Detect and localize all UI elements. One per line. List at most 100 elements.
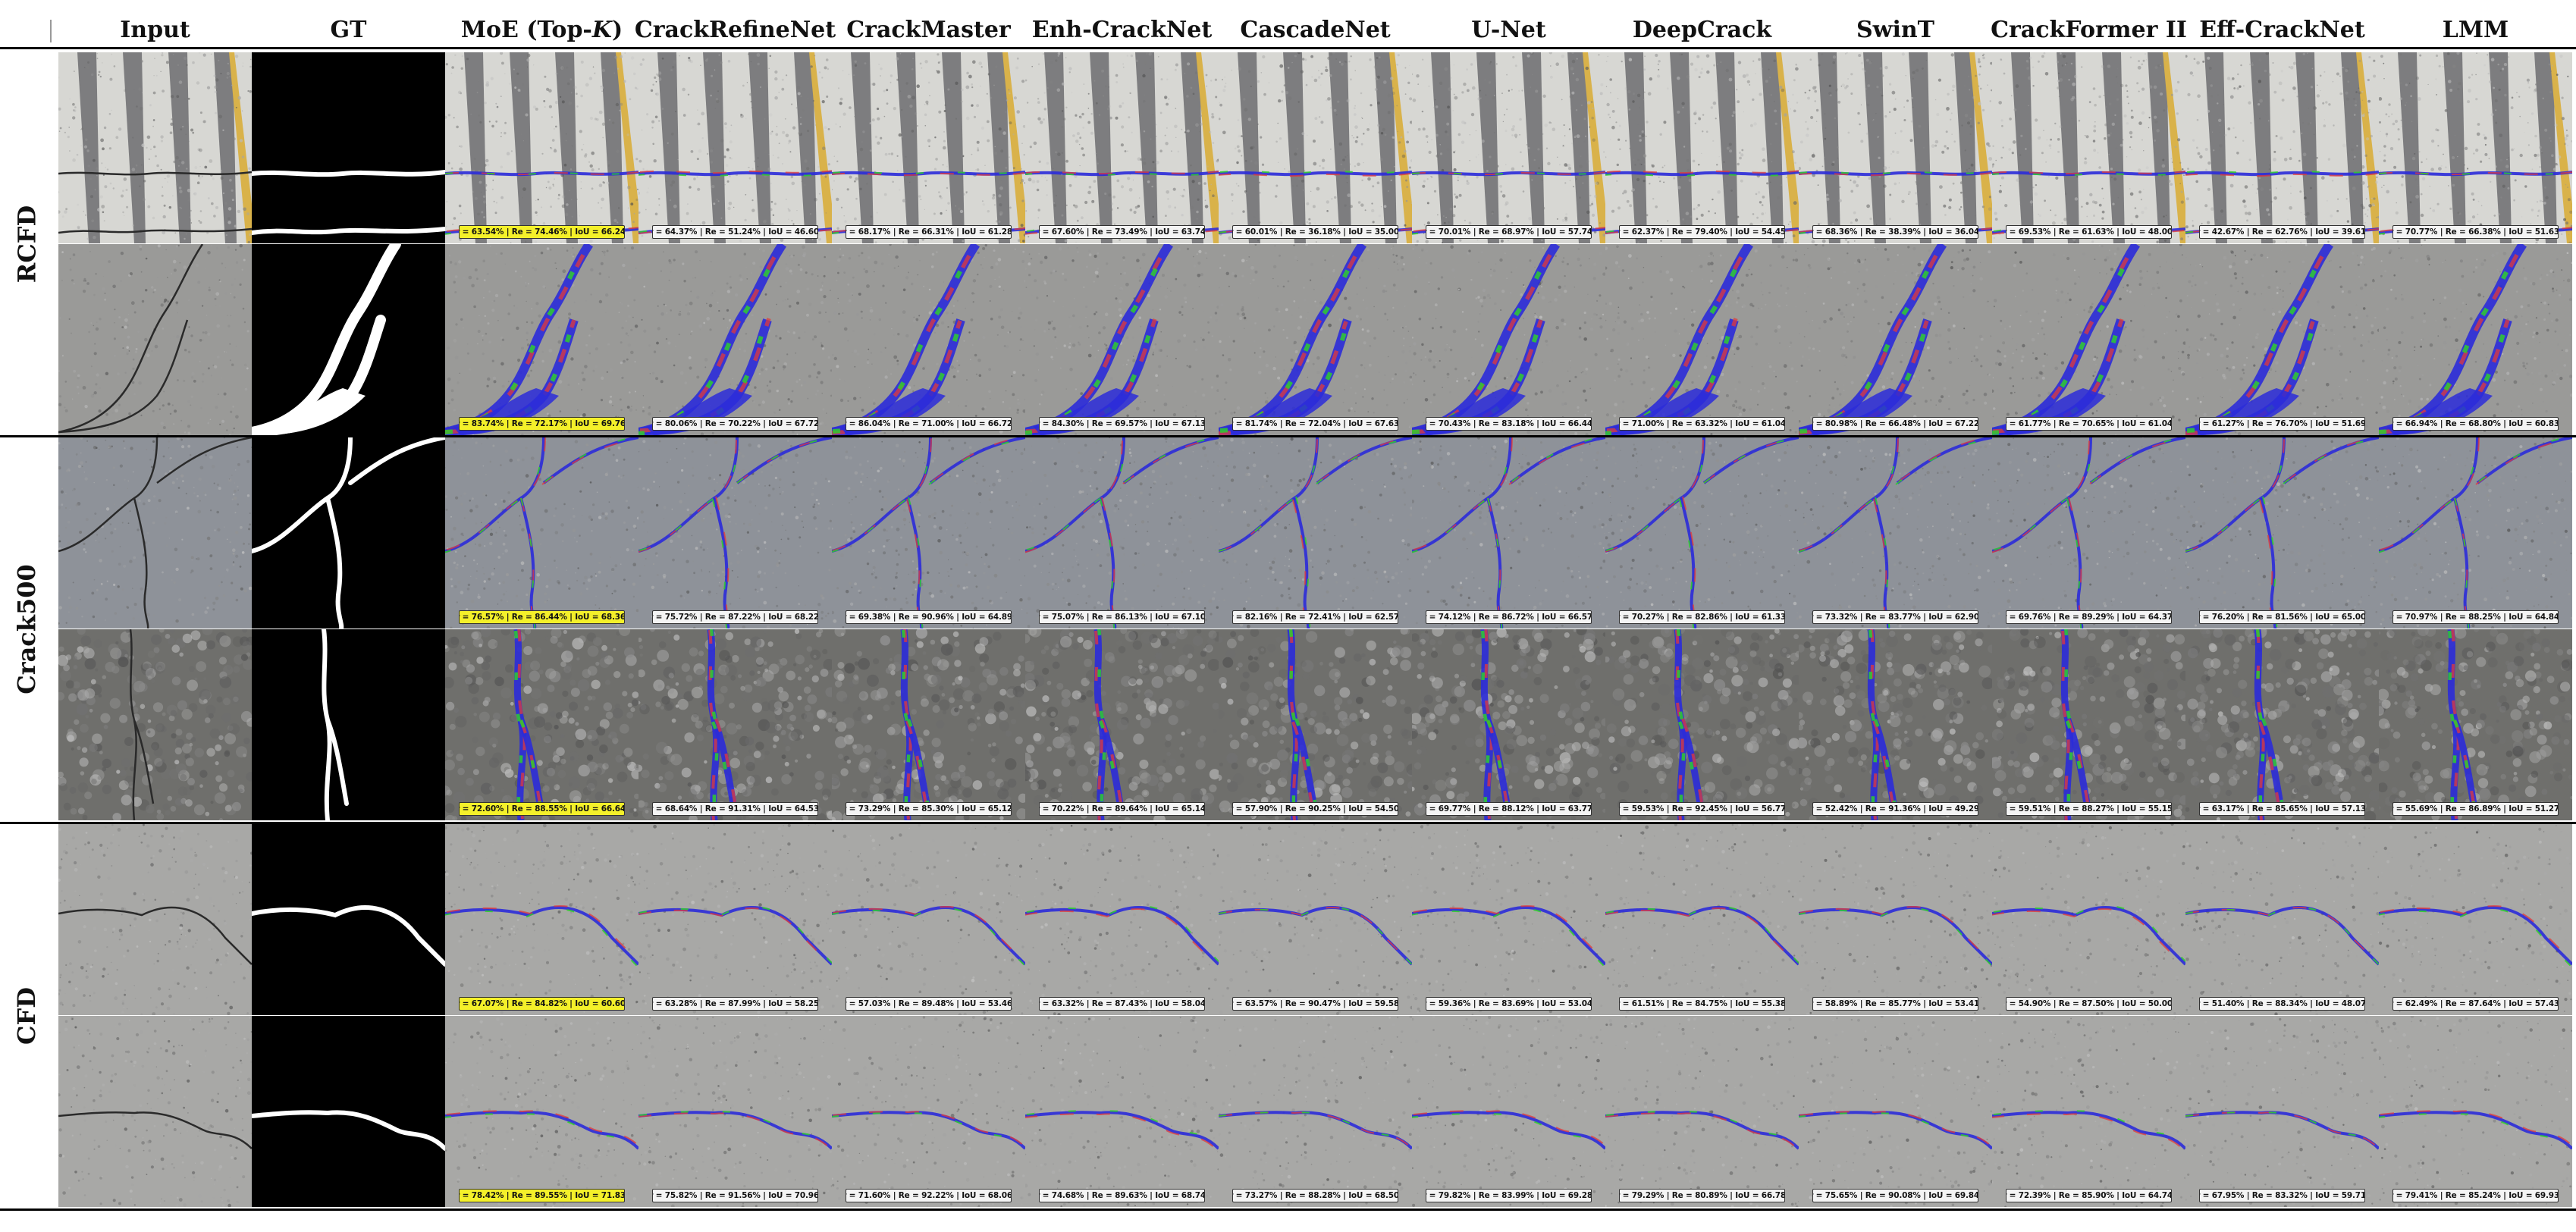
metric-label: Pr = 70.43% | Re = 83.18% | IoU = 66.44%: [1425, 417, 1592, 431]
prediction-overlay: Pr = 66.94% | Re = 68.80% | IoU = 60.83%: [2379, 244, 2572, 435]
prediction-overlay: Pr = 57.90% | Re = 90.25% | IoU = 54.50%: [1219, 629, 1412, 820]
prediction-overlay: Pr = 61.51% | Re = 84.75% | IoU = 55.38%: [1605, 824, 1799, 1015]
prediction-overlay: Pr = 75.07% | Re = 86.13% | IoU = 67.10%: [1025, 437, 1219, 629]
prediction-overlay: Pr = 60.01% | Re = 36.18% | IoU = 35.00%: [1219, 52, 1412, 243]
column-header: LMM: [2442, 16, 2509, 43]
prediction-overlay: Pr = 64.37% | Re = 51.24% | IoU = 46.60%: [639, 52, 832, 243]
metric-label: Pr = 68.17% | Re = 66.31% | IoU = 61.28%: [845, 225, 1012, 239]
metric-label: Pr = 70.97% | Re = 88.25% | IoU = 64.84%: [2392, 610, 2559, 624]
column-header: CascadeNet: [1240, 16, 1391, 43]
metric-label: Pr = 72.60% | Re = 88.55% | IoU = 66.64%: [458, 802, 626, 816]
metric-label: Pr = 64.37% | Re = 51.24% | IoU = 46.60%: [651, 225, 819, 239]
metric-label: Pr = 86.04% | Re = 71.00% | IoU = 66.72%: [845, 417, 1012, 431]
metric-label: Pr = 63.28% | Re = 87.99% | IoU = 58.25%: [651, 997, 819, 1011]
prediction-overlay: Pr = 59.53% | Re = 92.45% | IoU = 56.77%: [1605, 629, 1799, 820]
metric-label: Pr = 72.39% | Re = 85.90% | IoU = 64.74%: [2005, 1189, 2173, 1202]
column-header: CrackRefineNet: [634, 16, 836, 43]
metric-label: Pr = 75.65% | Re = 90.08% | IoU = 69.84%: [1812, 1189, 1979, 1202]
prediction-overlay: Pr = 70.27% | Re = 82.86% | IoU = 61.33%: [1605, 437, 1799, 629]
metric-label: Pr = 74.68% | Re = 89.63% | IoU = 68.74%: [1038, 1189, 1206, 1202]
prediction-overlay: Pr = 73.27% | Re = 88.28% | IoU = 68.50%: [1219, 1016, 1412, 1207]
metric-label: Pr = 60.01% | Re = 36.18% | IoU = 35.00%: [1232, 225, 1399, 239]
header-divider-tick: [50, 20, 52, 42]
prediction-overlay: Pr = 75.82% | Re = 91.56% | IoU = 70.96%: [639, 1016, 832, 1207]
prediction-overlay: Pr = 76.57% | Re = 86.44% | IoU = 68.36%: [445, 437, 639, 629]
prediction-overlay: Pr = 78.42% | Re = 89.55% | IoU = 71.83%: [445, 1016, 639, 1207]
prediction-overlay: Pr = 63.54% | Re = 74.46% | IoU = 66.24%: [445, 52, 639, 243]
prediction-overlay: Pr = 51.40% | Re = 88.34% | IoU = 48.07%: [2185, 824, 2379, 1015]
prediction-overlay: Pr = 79.29% | Re = 80.89% | IoU = 66.78%: [1605, 1016, 1799, 1207]
metric-label: Pr = 63.32% | Re = 87.43% | IoU = 58.04%: [1038, 997, 1206, 1011]
prediction-overlay: Pr = 71.00% | Re = 63.32% | IoU = 61.04%: [1605, 244, 1799, 435]
ground-truth-mask: [252, 1016, 445, 1207]
metric-label: Pr = 75.07% | Re = 86.13% | IoU = 67.10%: [1038, 610, 1206, 624]
metric-label: Pr = 67.60% | Re = 73.49% | IoU = 63.74%: [1038, 225, 1206, 239]
metric-label: Pr = 61.27% | Re = 76.70% | IoU = 51.69%: [2198, 417, 2366, 431]
metric-label: Pr = 52.42% | Re = 91.36% | IoU = 49.29%: [1812, 802, 1979, 816]
metric-label: Pr = 80.98% | Re = 66.48% | IoU = 67.22%: [1812, 417, 1979, 431]
column-header: Input: [120, 16, 190, 43]
prediction-overlay: Pr = 61.77% | Re = 70.65% | IoU = 61.04%: [1992, 244, 2185, 435]
metric-label: Pr = 61.77% | Re = 70.65% | IoU = 61.04%: [2005, 417, 2173, 431]
dataset-label: Crack500: [0, 437, 53, 821]
dataset-label: RCFD: [0, 52, 53, 436]
prediction-overlay: Pr = 69.76% | Re = 89.29% | IoU = 64.37%: [1992, 437, 2185, 629]
column-header: Eff-CrackNet: [2199, 16, 2365, 43]
prediction-overlay: Pr = 42.67% | Re = 62.76% | IoU = 39.61%: [2185, 52, 2379, 243]
metric-label: Pr = 82.16% | Re = 72.41% | IoU = 62.57%: [1232, 610, 1399, 624]
prediction-overlay: Pr = 68.17% | Re = 66.31% | IoU = 61.28%: [832, 52, 1025, 243]
prediction-overlay: Pr = 54.90% | Re = 87.50% | IoU = 50.00%: [1992, 824, 2185, 1015]
dataset-label-text: CFD: [12, 987, 41, 1045]
prediction-overlay: Pr = 73.32% | Re = 83.77% | IoU = 62.90%: [1799, 437, 1992, 629]
prediction-overlay: Pr = 70.43% | Re = 83.18% | IoU = 66.44%: [1412, 244, 1605, 435]
metric-label: Pr = 62.49% | Re = 87.64% | IoU = 57.43%: [2392, 997, 2559, 1011]
ground-truth-mask: [252, 824, 445, 1015]
metric-label: Pr = 51.40% | Re = 88.34% | IoU = 48.07%: [2198, 997, 2366, 1011]
prediction-overlay: Pr = 84.30% | Re = 69.57% | IoU = 67.13%: [1025, 244, 1219, 435]
metric-label: Pr = 59.53% | Re = 92.45% | IoU = 56.77%: [1618, 802, 1786, 816]
metric-label: Pr = 67.07% | Re = 84.82% | IoU = 60.60%: [458, 997, 626, 1011]
prediction-overlay: Pr = 71.60% | Re = 92.22% | IoU = 68.06%: [832, 1016, 1025, 1207]
prediction-overlay: Pr = 69.77% | Re = 88.12% | IoU = 63.77%: [1412, 629, 1605, 820]
prediction-overlay: Pr = 61.27% | Re = 76.70% | IoU = 51.69%: [2185, 244, 2379, 435]
top-rule: [0, 47, 2576, 49]
metric-label: Pr = 75.72% | Re = 87.22% | IoU = 68.22%: [651, 610, 819, 624]
bottom-rule: [0, 1208, 2576, 1211]
prediction-overlay: Pr = 59.51% | Re = 88.27% | IoU = 55.15%: [1992, 629, 2185, 820]
column-header: SwinT: [1856, 16, 1935, 43]
metric-label: Pr = 63.17% | Re = 85.65% | IoU = 57.13%: [2198, 802, 2366, 816]
column-header: MoE (Top- K): [460, 16, 623, 43]
metric-label: Pr = 81.74% | Re = 72.04% | IoU = 67.63%: [1232, 417, 1399, 431]
prediction-overlay: Pr = 79.82% | Re = 83.99% | IoU = 69.28%: [1412, 1016, 1605, 1207]
prediction-overlay: Pr = 63.17% | Re = 85.65% | IoU = 57.13%: [2185, 629, 2379, 820]
prediction-overlay: Pr = 73.29% | Re = 85.30% | IoU = 65.12%: [832, 629, 1025, 820]
metric-label: Pr = 76.20% | Re = 81.56% | IoU = 65.00%: [2198, 610, 2366, 624]
prediction-overlay: Pr = 68.64% | Re = 91.31% | IoU = 64.53%: [639, 629, 832, 820]
prediction-overlay: Pr = 70.77% | Re = 66.38% | IoU = 51.63%: [2379, 52, 2572, 243]
metric-label: Pr = 70.27% | Re = 82.86% | IoU = 61.33%: [1618, 610, 1786, 624]
prediction-overlay: Pr = 80.06% | Re = 70.22% | IoU = 67.72%: [639, 244, 832, 435]
prediction-overlay: Pr = 68.36% | Re = 38.39% | IoU = 36.04%: [1799, 52, 1992, 243]
prediction-overlay: Pr = 62.49% | Re = 87.64% | IoU = 57.43%: [2379, 824, 2572, 1015]
metric-label: Pr = 71.00% | Re = 63.32% | IoU = 61.04%: [1618, 417, 1786, 431]
input-image: [58, 824, 252, 1015]
ground-truth-mask: [252, 437, 445, 629]
dataset-rule-1: [0, 435, 2576, 437]
dataset-label-text: RCFD: [12, 205, 41, 284]
dataset-rule-2: [0, 822, 2576, 824]
metric-label: Pr = 61.51% | Re = 84.75% | IoU = 55.38%: [1618, 997, 1786, 1011]
prediction-overlay: Pr = 69.53% | Re = 61.63% | IoU = 48.00%: [1992, 52, 2185, 243]
prediction-overlay: Pr = 86.04% | Re = 71.00% | IoU = 66.72%: [832, 244, 1025, 435]
metric-label: Pr = 80.06% | Re = 70.22% | IoU = 67.72%: [651, 417, 819, 431]
metric-label: Pr = 57.03% | Re = 89.48% | IoU = 53.46%: [845, 997, 1012, 1011]
metric-label: Pr = 42.67% | Re = 62.76% | IoU = 39.61%: [2198, 225, 2366, 239]
metric-label: Pr = 84.30% | Re = 69.57% | IoU = 67.13%: [1038, 417, 1206, 431]
prediction-overlay: Pr = 74.12% | Re = 86.72% | IoU = 66.57%: [1412, 437, 1605, 629]
metric-label: Pr = 78.42% | Re = 89.55% | IoU = 71.83%: [458, 1189, 626, 1202]
metric-label: Pr = 59.51% | Re = 88.27% | IoU = 55.15%: [2005, 802, 2173, 816]
ground-truth-mask: [252, 52, 445, 243]
metric-label: Pr = 63.57% | Re = 90.47% | IoU = 59.58%: [1232, 997, 1399, 1011]
metric-label: Pr = 73.32% | Re = 83.77% | IoU = 62.90%: [1812, 610, 1979, 624]
metric-label: Pr = 66.94% | Re = 68.80% | IoU = 60.83%: [2392, 417, 2559, 431]
metric-label: Pr = 63.54% | Re = 74.46% | IoU = 66.24%: [458, 225, 626, 239]
